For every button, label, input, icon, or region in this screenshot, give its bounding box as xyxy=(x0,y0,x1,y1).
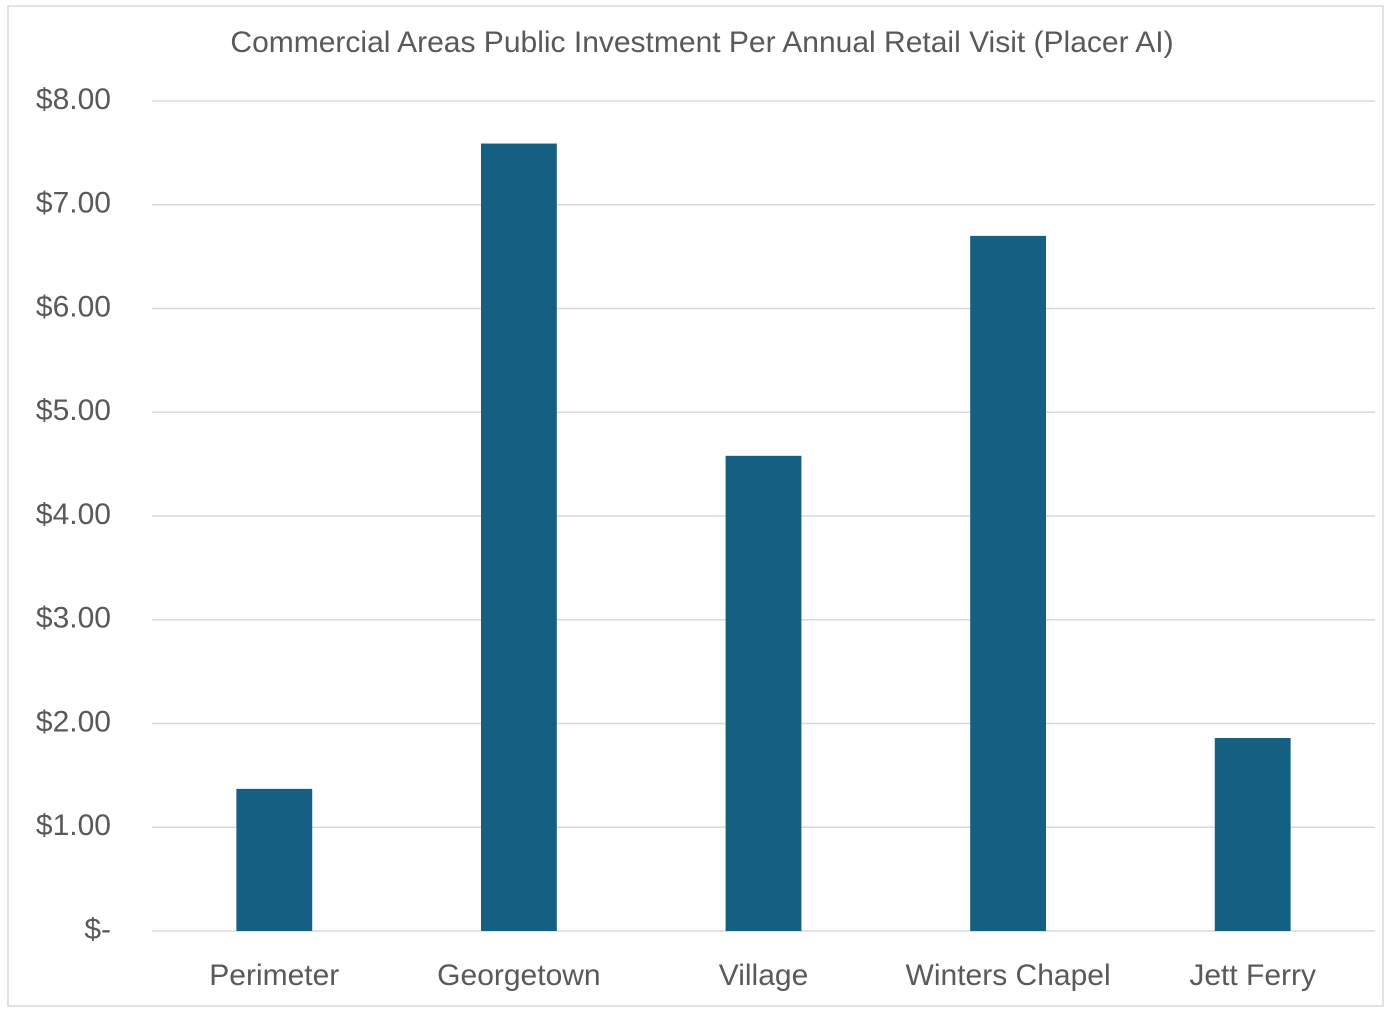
chart-border xyxy=(7,5,1384,1007)
y-tick-label: $7.00 xyxy=(36,187,111,220)
bar xyxy=(725,455,802,931)
bar xyxy=(1214,738,1291,931)
y-tick-label: $3.00 xyxy=(36,602,111,635)
bar xyxy=(480,143,557,932)
y-tick-label: $1.00 xyxy=(36,809,111,842)
y-tick-label: $5.00 xyxy=(36,394,111,427)
bar xyxy=(970,235,1047,931)
y-tick-label: $8.00 xyxy=(36,83,111,116)
x-tick-label: Village xyxy=(719,959,809,992)
bar xyxy=(236,788,313,931)
x-tick-label: Perimeter xyxy=(209,959,339,992)
y-tick-label: $4.00 xyxy=(36,498,111,531)
x-tick-label: Jett Ferry xyxy=(1189,959,1316,992)
chart-title: Commercial Areas Public Investment Per A… xyxy=(230,26,1173,59)
x-tick-label: Georgetown xyxy=(437,959,600,992)
y-tick-label: $6.00 xyxy=(36,290,111,323)
x-tick-label: Winters Chapel xyxy=(906,959,1111,992)
y-tick-label: $- xyxy=(84,913,111,946)
y-tick-label: $2.00 xyxy=(36,705,111,738)
